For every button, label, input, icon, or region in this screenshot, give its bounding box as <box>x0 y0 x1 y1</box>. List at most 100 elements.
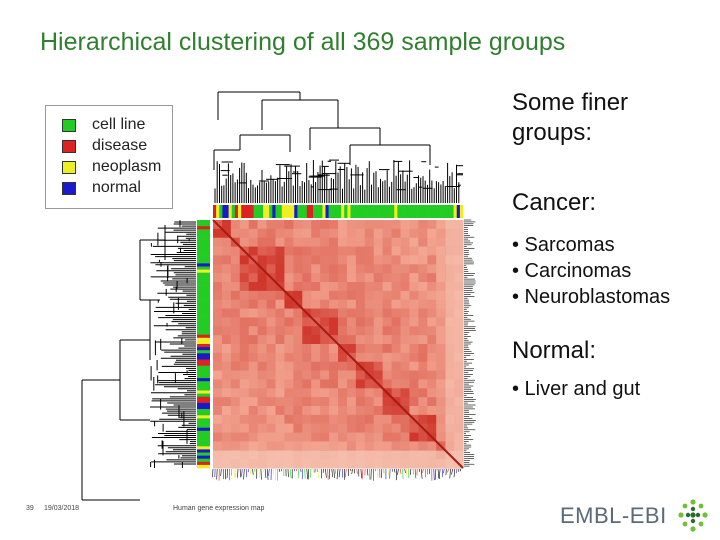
heatmap-cell <box>266 388 276 398</box>
legend-item-cell-line: cell line <box>62 116 145 134</box>
annotation-cell <box>425 205 429 218</box>
heatmap-cell <box>338 388 348 398</box>
heatmap-cell <box>257 273 267 283</box>
heatmap-cell <box>391 220 401 230</box>
heatmap-cell <box>257 335 267 345</box>
heatmap-cell <box>257 441 267 451</box>
heatmap-cell <box>382 290 392 301</box>
annotation-cell <box>197 316 210 320</box>
heatmap-cell <box>436 299 446 309</box>
cancer-list: • Sarcomas • Carcinomas • Neuroblastomas <box>512 232 712 310</box>
heatmap-cell <box>266 379 276 389</box>
annotation-cell <box>197 464 210 469</box>
heatmap-cell <box>338 264 348 274</box>
heatmap-cell <box>311 432 321 442</box>
heatmap-cell <box>436 246 446 256</box>
right-sample-ticks <box>464 219 476 467</box>
heatmap-cell <box>373 237 384 247</box>
annotation-cell <box>388 205 392 218</box>
heatmap-cell <box>257 397 267 407</box>
annotation-cell <box>450 205 454 218</box>
heatmap-cell <box>382 326 392 336</box>
heatmap-cell <box>239 282 250 292</box>
sample-tick <box>422 468 424 473</box>
heatmap-cell <box>275 441 285 451</box>
heatmap-cell <box>230 388 241 398</box>
heatmap-cell <box>364 441 375 451</box>
legend-swatch <box>62 181 76 195</box>
heatmap-cell <box>230 246 241 256</box>
heatmap-cell <box>221 370 232 380</box>
annotation-cell <box>284 205 289 218</box>
heatmap-cell <box>373 406 384 416</box>
heatmap-cell <box>427 379 437 389</box>
heatmap-cell <box>221 361 232 371</box>
annotation-cell <box>244 205 248 218</box>
heatmap-cell <box>257 406 267 416</box>
heatmap-cell <box>346 406 357 416</box>
heatmap-cell <box>409 273 419 283</box>
heatmap-cell <box>329 388 339 398</box>
annotation-cell <box>272 205 276 218</box>
annotation-cell <box>400 205 404 218</box>
heatmap-cell <box>427 441 437 451</box>
annotation-cell <box>197 399 210 404</box>
heatmap-cell <box>284 246 294 256</box>
heatmap-cell <box>311 370 321 380</box>
heatmap-cell <box>436 273 446 283</box>
heatmap-cell <box>355 246 366 256</box>
heatmap-cell <box>391 237 401 247</box>
heatmap-cell <box>373 370 384 380</box>
heatmap-cell <box>275 246 285 256</box>
heatmap-cell <box>418 308 428 318</box>
heatmap-cell <box>382 379 392 389</box>
annotation-cell <box>197 244 210 249</box>
heatmap-cell <box>239 370 250 380</box>
heatmap-cell <box>239 414 250 425</box>
heatmap-cell <box>275 379 285 389</box>
heatmap-cell <box>284 423 294 433</box>
heatmap-cell <box>257 308 267 318</box>
heatmap-cell <box>400 317 410 327</box>
heatmap-cell <box>409 361 419 371</box>
heatmap-cell <box>373 414 384 425</box>
heatmap-cell <box>266 326 276 336</box>
sample-tick <box>260 468 262 480</box>
heatmap-cell <box>382 299 392 309</box>
heatmap-cell <box>284 441 294 451</box>
annotation-cell <box>197 328 210 332</box>
heatmap-cell <box>382 414 392 425</box>
sample-tick <box>366 468 369 476</box>
heatmap-cell <box>248 370 259 380</box>
heatmap-cell <box>266 264 276 274</box>
annotation-cell <box>197 331 210 335</box>
heatmap-cell <box>409 432 419 442</box>
heatmap-cell <box>293 317 303 327</box>
heatmap-cell <box>213 379 223 389</box>
heatmap-cell <box>213 361 223 371</box>
annotation-cell <box>197 381 210 385</box>
annotation-cell <box>197 344 210 348</box>
heatmap-cell <box>364 432 375 442</box>
heatmap-cell <box>311 299 321 309</box>
annotation-cell <box>197 291 210 295</box>
heatmap-cell <box>427 255 437 265</box>
heatmap-cell <box>293 414 303 425</box>
heatmap-cell <box>302 228 312 239</box>
heatmap-cell <box>275 388 285 398</box>
annotation-cell <box>197 368 210 373</box>
heatmap-cell <box>311 246 321 256</box>
annotation-cell <box>197 433 210 438</box>
heatmap-cell <box>266 397 276 407</box>
heatmap-cell <box>338 335 348 345</box>
heatmap-cell <box>400 299 410 309</box>
heatmap-cell <box>364 379 375 389</box>
heatmap-cell <box>346 361 357 371</box>
heatmap-cell <box>230 352 241 363</box>
heatmap-cell <box>391 432 401 442</box>
heatmap-cell <box>329 220 339 230</box>
annotation-cell <box>319 205 323 218</box>
sample-tick <box>356 468 358 474</box>
annotation-cell <box>197 406 210 410</box>
annotation-cell <box>278 205 283 218</box>
